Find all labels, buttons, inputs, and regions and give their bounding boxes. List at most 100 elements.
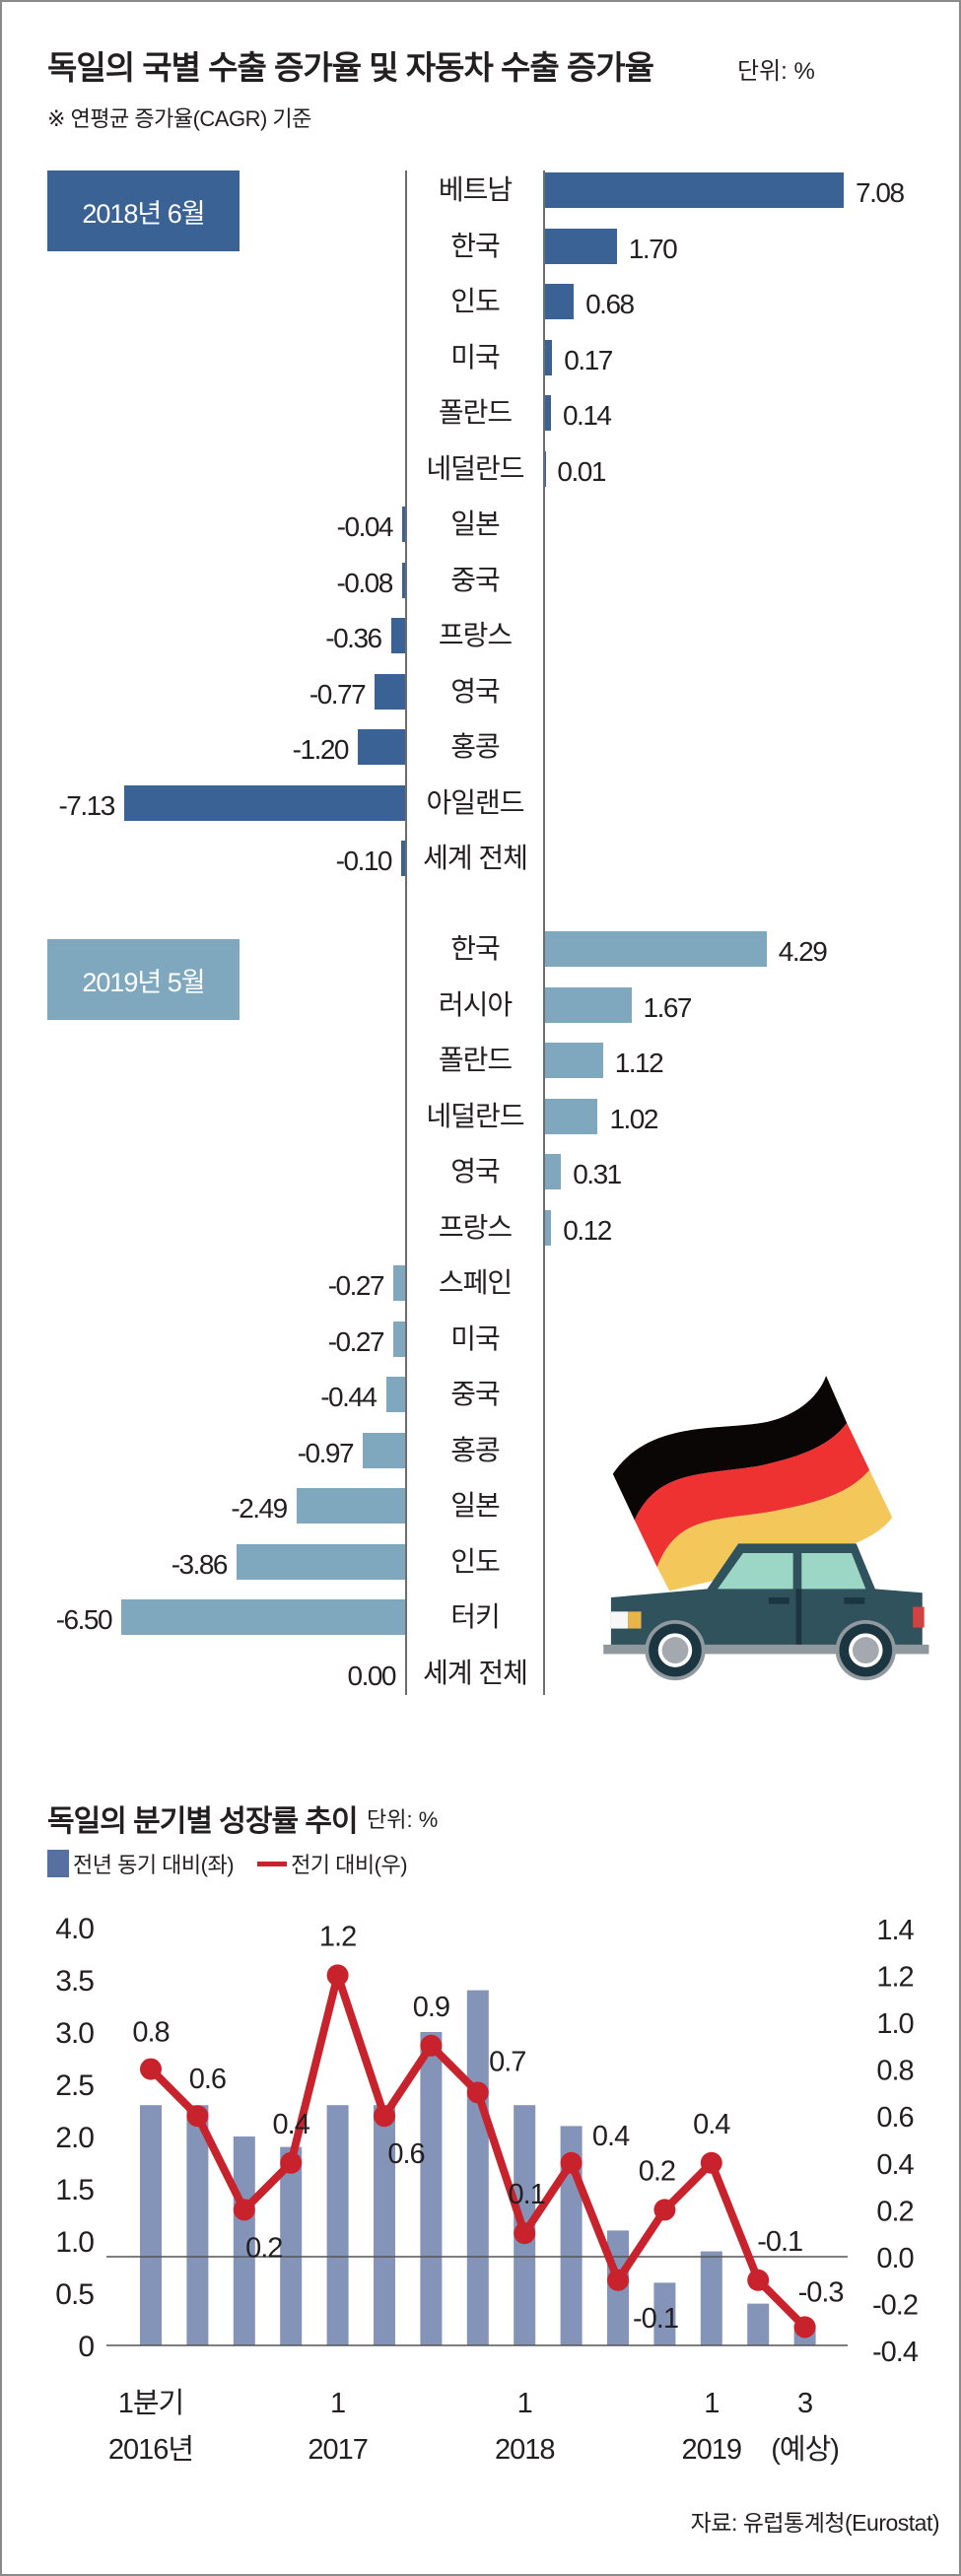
- right-axis-tick: 0.2: [876, 2196, 913, 2227]
- country-label: 한국: [450, 933, 501, 964]
- growth-line-point: [466, 2081, 489, 2104]
- bar-2019: [545, 1209, 552, 1246]
- right-axis-tick: 0.0: [876, 2243, 913, 2274]
- line-data-label: 0.4: [273, 2109, 310, 2140]
- bar-value-label: -0.77: [309, 678, 367, 710]
- country-label: 세계 전체: [423, 1657, 528, 1688]
- period-label-2018: 2018년 6월: [47, 170, 240, 251]
- right-axis-tick: 1.0: [876, 2008, 913, 2040]
- right-axis-tick: -0.4: [872, 2337, 919, 2368]
- country-label: 일본: [450, 508, 501, 539]
- line-data-label: -0.1: [757, 2226, 802, 2258]
- bar-value-label: -0.44: [320, 1382, 378, 1412]
- country-label: 미국: [450, 1322, 501, 1354]
- growth-bar: [420, 2032, 443, 2345]
- bar-value-label: 1.02: [609, 1103, 658, 1134]
- bar-value-label: 0.00: [347, 1660, 397, 1691]
- bar-2018: [358, 729, 405, 765]
- bar-2018: [545, 172, 845, 208]
- bar-2018: [545, 395, 551, 431]
- bar-value-label: -3.86: [171, 1548, 229, 1580]
- growth-line-point: [374, 2105, 395, 2128]
- x-axis-tick: 1: [517, 2388, 532, 2419]
- line-data-label: 0.2: [639, 2155, 675, 2187]
- bar-value-label: 0.01: [557, 455, 606, 487]
- growth-bar: [700, 2251, 722, 2345]
- country-label: 프랑스: [438, 1211, 513, 1243]
- bar-2019: [545, 1098, 598, 1134]
- growth-line-point: [700, 2151, 722, 2174]
- left-axis-tick: 0: [78, 2331, 94, 2363]
- bar-value-label: -1.20: [292, 734, 350, 765]
- country-label: 네덜란드: [426, 452, 524, 484]
- left-axis-tick: 2.0: [55, 2122, 94, 2154]
- growth-bar: [233, 2136, 255, 2345]
- growth-bar: [280, 2146, 303, 2345]
- axis-line-negative: [405, 170, 407, 1695]
- legend-line-swatch: [257, 1861, 288, 1866]
- line-data-label: 0.4: [693, 2109, 730, 2140]
- left-axis-tick: 2.5: [55, 2069, 94, 2102]
- country-label: 스페인: [438, 1267, 513, 1298]
- bar-2018: [390, 618, 405, 653]
- right-axis-tick: 1.2: [876, 1961, 913, 1993]
- right-axis-tick: 0.6: [876, 2102, 913, 2134]
- country-label: 네덜란드: [426, 1100, 524, 1131]
- growth-line-point: [747, 2269, 770, 2291]
- bar-2019: [393, 1321, 405, 1357]
- bar-2019: [121, 1599, 405, 1635]
- bar-value-label: -6.50: [55, 1604, 113, 1635]
- legend-line-label: 전기 대비(우): [291, 1853, 408, 1877]
- country-label: 폴란드: [438, 397, 513, 428]
- line-data-label: 1.2: [319, 1921, 356, 1952]
- right-axis-tick: 1.4: [876, 1915, 914, 1946]
- bar-2018: [402, 507, 405, 542]
- bar-value-label: -7.13: [58, 789, 115, 821]
- bar-value-label: -2.49: [231, 1493, 288, 1524]
- line-data-label: -0.1: [633, 2303, 678, 2335]
- x-axis-tick: 2016년: [108, 2434, 193, 2466]
- german-flag-car-illustration: [603, 1376, 929, 1681]
- x-axis-tick: 2017: [308, 2434, 368, 2466]
- x-axis-tick: 1: [330, 2388, 345, 2419]
- x-axis-tick: 3: [797, 2388, 812, 2419]
- line-data-label: 0.7: [489, 2046, 525, 2077]
- growth-bar: [186, 2105, 209, 2345]
- period-label-2019: 2019년 5월: [47, 939, 240, 1020]
- x-axis-tick: 1: [704, 2388, 719, 2419]
- growth-line-point: [560, 2151, 583, 2174]
- bar-2018: [375, 673, 405, 710]
- bar-value-label: 7.08: [856, 177, 905, 208]
- chart1-title: 독일의 국별 수출 증가율 및 자동차 수출 증가율: [47, 49, 654, 86]
- line-data-label: 0.2: [245, 2232, 282, 2264]
- bar-value-label: 1.67: [643, 991, 693, 1023]
- bar-value-label: 0.31: [573, 1159, 622, 1189]
- chart2-unit: 단위: %: [367, 1807, 439, 1832]
- line-data-label: 0.9: [413, 1992, 449, 2023]
- x-axis-tick: 2018: [495, 2434, 555, 2466]
- right-axis-tick: -0.2: [872, 2290, 918, 2322]
- growth-line-point: [653, 2199, 676, 2221]
- bar-2019: [545, 1043, 603, 1078]
- country-label: 영국: [450, 1156, 501, 1186]
- bar-value-label: -0.10: [335, 846, 393, 876]
- bar-2018: [545, 284, 575, 319]
- right-axis-tick: 0.8: [876, 2056, 913, 2087]
- growth-bar: [747, 2303, 770, 2345]
- bar-value-label: -0.04: [336, 511, 394, 542]
- bar-2018: [545, 339, 553, 375]
- left-axis-tick: 3.0: [55, 2017, 94, 2050]
- growth-bar: [140, 2105, 162, 2345]
- bar-2018: [401, 562, 405, 598]
- country-label: 영국: [450, 675, 501, 707]
- bar-value-label: -0.27: [327, 1325, 385, 1357]
- growth-line-point: [326, 1964, 349, 1987]
- bar-2019: [545, 1154, 562, 1189]
- country-label: 아일랜드: [426, 786, 524, 818]
- growth-bar: [653, 2282, 676, 2345]
- country-label: 인도: [450, 286, 501, 316]
- x-axis-tick: 2019: [682, 2434, 742, 2466]
- quarterly-growth-chart: 4.0 3.5 3.0 2.5 2.0 1.5 1.0 0.5 0 1.4 1.2 1.0 0.8 0.6…: [55, 1913, 920, 2466]
- left-axis-tick: 3.5: [55, 1965, 94, 1998]
- bar-value-label: 0.14: [562, 400, 612, 431]
